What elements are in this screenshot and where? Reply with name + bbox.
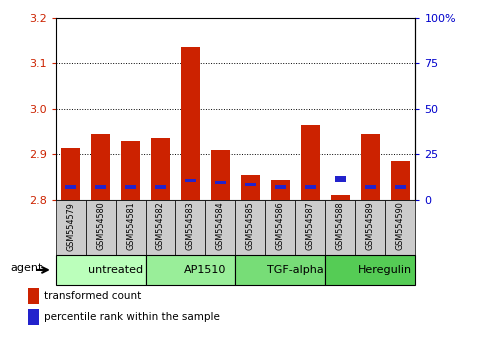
Text: percentile rank within the sample: percentile rank within the sample — [44, 312, 220, 322]
Bar — [61, 148, 80, 200]
Bar — [155, 185, 166, 189]
Text: transformed count: transformed count — [44, 291, 141, 302]
Text: GSM554588: GSM554588 — [336, 202, 345, 250]
Bar — [305, 185, 316, 189]
Text: GSM554585: GSM554585 — [246, 202, 255, 250]
Bar — [56, 255, 145, 285]
Bar — [236, 200, 266, 255]
Bar — [181, 47, 200, 200]
Bar — [236, 255, 326, 285]
Bar — [85, 200, 115, 255]
Bar — [241, 175, 260, 200]
Text: GSM554582: GSM554582 — [156, 202, 165, 250]
Bar — [151, 138, 170, 200]
Bar — [121, 141, 140, 200]
Bar — [270, 179, 290, 200]
Bar — [335, 176, 346, 182]
Text: GSM554580: GSM554580 — [96, 202, 105, 250]
Bar — [175, 200, 205, 255]
Bar — [326, 255, 415, 285]
Text: TGF-alpha: TGF-alpha — [267, 265, 324, 275]
Text: GSM554590: GSM554590 — [396, 202, 405, 250]
Bar — [331, 195, 350, 200]
Text: GSM554581: GSM554581 — [126, 202, 135, 250]
Bar — [205, 200, 236, 255]
Bar — [65, 185, 76, 189]
Bar — [91, 134, 110, 200]
Bar — [185, 178, 196, 182]
Text: GSM554579: GSM554579 — [66, 202, 75, 251]
Bar — [301, 125, 320, 200]
Bar — [245, 183, 256, 186]
Bar — [391, 161, 410, 200]
Bar — [266, 200, 296, 255]
Bar — [145, 200, 175, 255]
Bar — [296, 200, 326, 255]
Text: agent: agent — [10, 263, 43, 273]
Bar — [145, 255, 236, 285]
Bar — [115, 200, 145, 255]
Bar — [355, 200, 385, 255]
Bar — [275, 185, 286, 189]
Text: Heregulin: Heregulin — [358, 265, 412, 275]
Bar — [28, 288, 40, 304]
Bar — [56, 200, 85, 255]
Bar — [28, 309, 40, 325]
Text: GSM554589: GSM554589 — [366, 202, 375, 250]
Bar — [215, 181, 226, 184]
Text: untreated: untreated — [88, 265, 143, 275]
Text: AP1510: AP1510 — [185, 265, 227, 275]
Text: GSM554587: GSM554587 — [306, 202, 315, 250]
Bar — [211, 150, 230, 200]
Bar — [395, 185, 406, 189]
Bar — [385, 200, 415, 255]
Bar — [125, 185, 136, 189]
Bar — [95, 185, 106, 189]
Text: GSM554584: GSM554584 — [216, 202, 225, 250]
Text: GSM554583: GSM554583 — [186, 202, 195, 250]
Bar — [365, 185, 376, 189]
Text: GSM554586: GSM554586 — [276, 202, 285, 250]
Bar — [326, 200, 355, 255]
Bar — [361, 134, 380, 200]
